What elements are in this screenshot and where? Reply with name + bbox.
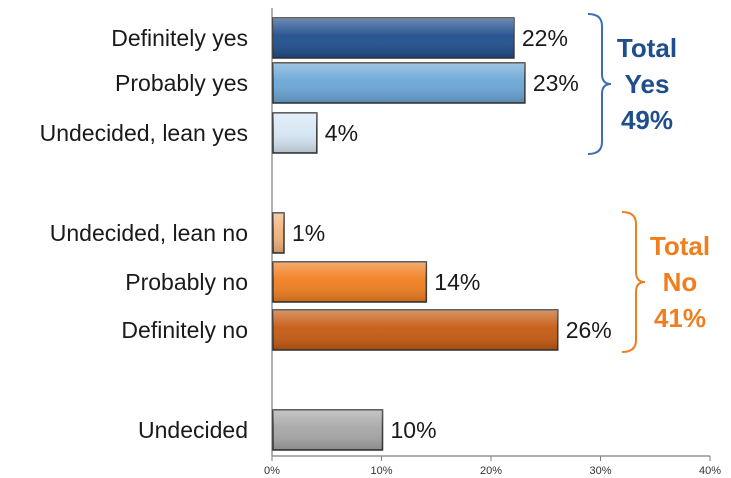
group-total-label: Total — [617, 33, 677, 63]
category-label: Probably no — [125, 269, 248, 295]
group-total-label: Total — [650, 231, 710, 261]
group-total-label: 49% — [621, 105, 673, 135]
x-tick-label: 10% — [370, 465, 392, 477]
bar-shading — [273, 262, 427, 302]
group-total-label: No — [663, 267, 698, 297]
bar-shading — [273, 113, 317, 153]
x-tick-label: 0% — [264, 465, 280, 477]
group-total-label: Yes — [625, 69, 670, 99]
bar-shading — [273, 213, 284, 253]
value-label: 14% — [434, 269, 480, 295]
category-label: Probably yes — [115, 70, 248, 96]
category-label: Definitely no — [121, 317, 248, 343]
value-label: 10% — [391, 417, 437, 443]
category-label: Undecided — [138, 417, 248, 443]
bar-shading — [273, 310, 558, 350]
value-label: 23% — [533, 70, 579, 96]
category-label: Undecided, lean no — [50, 220, 248, 246]
category-label: Definitely yes — [111, 25, 248, 51]
x-tick-label: 30% — [589, 465, 611, 477]
x-tick-label: 20% — [480, 465, 502, 477]
bar-shading — [273, 410, 383, 450]
x-tick-label: 40% — [699, 465, 721, 477]
group-bracket — [621, 211, 646, 353]
value-label: 22% — [522, 25, 568, 51]
value-label: 1% — [292, 220, 325, 246]
group-total-label: 41% — [654, 303, 706, 333]
group-bracket — [587, 13, 612, 155]
category-label: Undecided, lean yes — [40, 120, 248, 146]
value-label: 26% — [566, 317, 612, 343]
bar-shading — [273, 18, 514, 58]
bar-shading — [273, 63, 525, 103]
value-label: 4% — [325, 120, 358, 146]
